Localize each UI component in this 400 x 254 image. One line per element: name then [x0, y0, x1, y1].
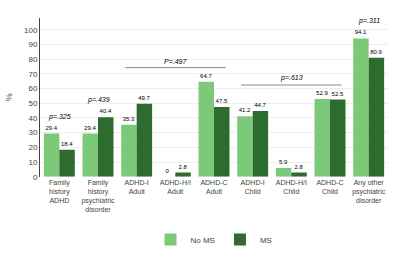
- svg-text:ADHD-H/IAdult: ADHD-H/IAdult: [160, 179, 191, 195]
- svg-text:P=.497: P=.497: [164, 58, 187, 65]
- svg-text:5.9: 5.9: [279, 159, 288, 165]
- svg-text:20: 20: [28, 143, 37, 152]
- svg-text:Familyhistorypsychiatricdisord: Familyhistorypsychiatricdisorder: [81, 179, 115, 213]
- svg-text:10: 10: [28, 158, 37, 167]
- svg-text:ADHD-CAdult: ADHD-CAdult: [200, 179, 227, 195]
- svg-text:p=.439: p=.439: [87, 96, 110, 104]
- svg-text:ADHD-H/IChild: ADHD-H/IChild: [276, 179, 307, 195]
- svg-text:MS: MS: [260, 236, 272, 245]
- svg-text:2.8: 2.8: [295, 164, 304, 170]
- svg-text:Any otherpsychiatricdisorder: Any otherpsychiatricdisorder: [352, 179, 386, 204]
- svg-text:70: 70: [28, 70, 37, 79]
- svg-text:52.9: 52.9: [316, 90, 328, 96]
- svg-text:64.7: 64.7: [200, 73, 212, 79]
- svg-text:2.8: 2.8: [179, 164, 188, 170]
- svg-text:90: 90: [28, 40, 37, 49]
- svg-text:0: 0: [33, 173, 38, 182]
- svg-text:47.5: 47.5: [216, 98, 228, 104]
- svg-text:35.3: 35.3: [123, 116, 135, 122]
- svg-text:ADHD-IAdult: ADHD-IAdult: [125, 179, 149, 195]
- svg-text:80.9: 80.9: [370, 49, 382, 55]
- svg-text:100: 100: [24, 26, 38, 35]
- svg-text:18.4: 18.4: [61, 141, 73, 147]
- svg-text:80: 80: [28, 55, 37, 64]
- svg-text:50: 50: [28, 99, 37, 108]
- svg-text:ADHD-CChild: ADHD-CChild: [316, 179, 343, 195]
- svg-text:52.5: 52.5: [332, 91, 344, 97]
- svg-text:p=.325: p=.325: [48, 113, 71, 121]
- svg-text:60: 60: [28, 84, 37, 93]
- svg-text:%: %: [4, 93, 14, 101]
- svg-text:94.1: 94.1: [355, 29, 367, 35]
- svg-text:ADHD-IChild: ADHD-IChild: [241, 179, 265, 195]
- svg-text:p=.613: p=.613: [280, 74, 303, 82]
- svg-text:44.7: 44.7: [254, 102, 266, 108]
- svg-text:FamilyhistoryADHD: FamilyhistoryADHD: [49, 179, 70, 204]
- svg-text:41.2: 41.2: [239, 107, 251, 113]
- svg-text:49.7: 49.7: [138, 95, 150, 101]
- svg-text:40: 40: [28, 114, 37, 123]
- svg-text:0: 0: [166, 168, 170, 174]
- svg-text:30: 30: [28, 128, 37, 137]
- svg-text:No MS: No MS: [191, 236, 215, 245]
- svg-text:29.4: 29.4: [84, 125, 96, 131]
- svg-text:29.4: 29.4: [45, 125, 57, 131]
- svg-text:p=.311: p=.311: [358, 17, 380, 25]
- svg-text:40.4: 40.4: [100, 108, 112, 114]
